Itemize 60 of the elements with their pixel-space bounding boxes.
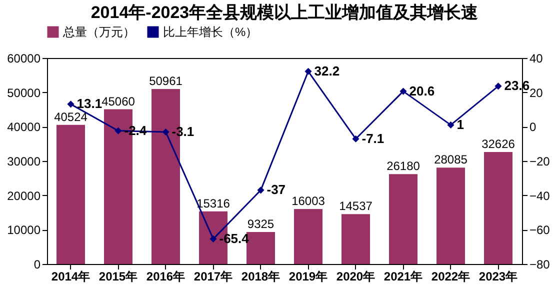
point [210,235,217,242]
point [494,82,502,90]
y-tick-label: 0 [34,258,41,272]
bar [436,168,465,264]
x-tick-label: 2022年 [431,270,470,284]
x-tick-label: 2023年 [478,270,518,284]
data-label: 32.2 [314,63,340,78]
legend-label: 总量（万元） [62,25,135,39]
point [114,127,122,134]
x-tick-label: 2016年 [146,270,186,284]
data-label: 15316 [196,196,230,210]
y2-tick-label: −40 [530,188,550,203]
y2-tick-label: −60 [530,223,550,238]
point [304,68,312,75]
y2-tick-label: 40 [530,52,544,66]
bar [389,174,418,264]
y-tick-label: 60000 [7,52,41,66]
data-label: -7.1 [362,130,384,146]
bar [56,124,85,264]
point [447,121,454,128]
y2-tick-label: −20 [530,154,550,168]
data-label: 28085 [434,152,468,167]
data-label: 26180 [386,159,420,174]
data-label: 16003 [292,194,326,208]
y-tick-label: 50000 [7,86,41,100]
data-label: -2.4 [124,122,148,138]
data-label: 40524 [54,110,88,124]
y-tick-label: 40000 [7,120,41,134]
point [162,128,170,136]
x-tick-label: 2015年 [98,270,138,284]
bar [294,209,322,264]
data-label: 14537 [339,199,373,214]
data-label: 20.6 [409,83,435,98]
x-tick-label: 2020年 [336,270,376,284]
data-label: 1 [456,116,464,132]
data-label: 45060 [102,94,136,108]
y2-tick-label: 0 [530,120,536,134]
y-tick-label: 30000 [7,154,41,168]
x-tick-label: 2021年 [384,270,423,284]
x-tick-label: 2019年 [288,270,328,284]
point [400,88,407,95]
point [352,135,360,142]
point [67,100,74,108]
bar [342,214,370,264]
y2-tick-label: −80 [530,258,550,272]
x-tick-label: 2014年 [51,270,90,284]
data-label: 32626 [482,136,516,151]
y2-tick-label: 20 [530,86,544,100]
y-tick-label: 20000 [7,188,41,203]
data-label: 13.1 [76,96,102,112]
data-label: -37 [266,182,286,198]
chart-title: 2014年-2023年全县规模以上工业增加值及其增长速 [90,3,478,22]
data-label: 9325 [247,216,274,231]
bar [484,152,512,264]
y-tick-label: 10000 [7,223,41,238]
x-tick-label: 2017年 [194,270,233,284]
legend-label: 比上年增长（%） [163,25,258,39]
x-tick-label: 2018年 [241,270,280,284]
data-label: 50961 [149,74,183,88]
point [257,186,264,194]
